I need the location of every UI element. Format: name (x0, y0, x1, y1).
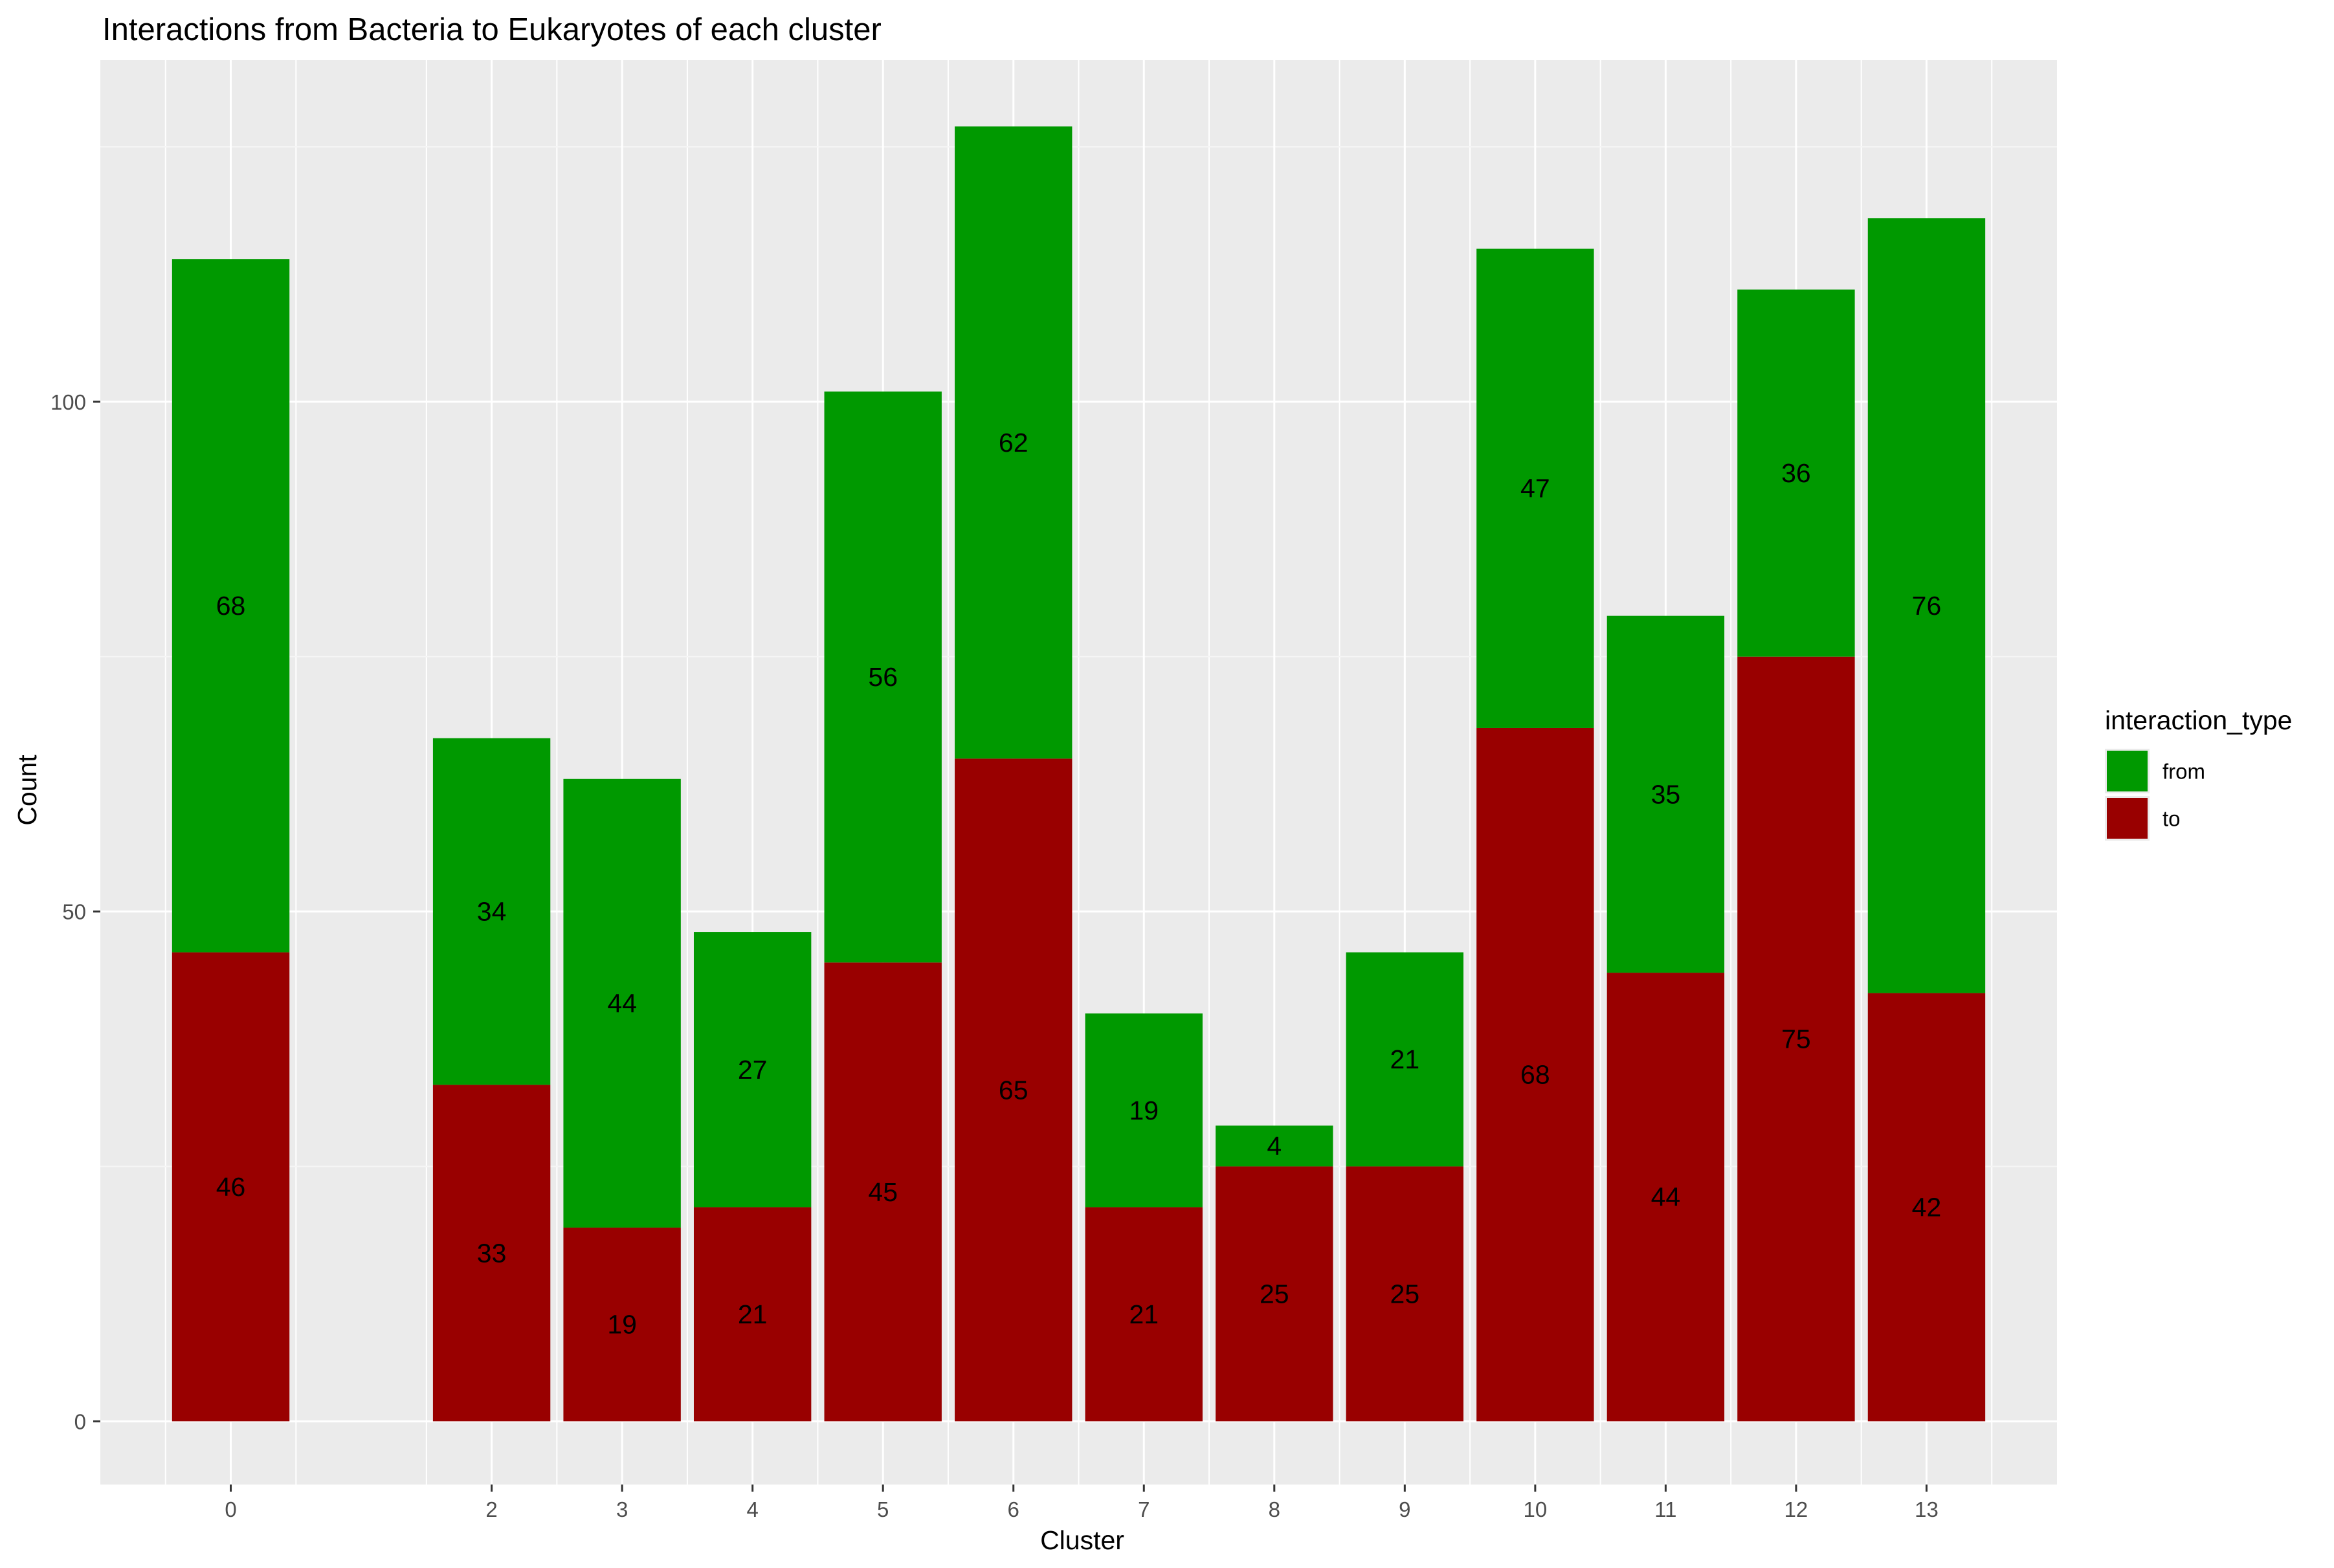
bar-label-from-cluster-9: 21 (1390, 1044, 1420, 1074)
bar-label-to-cluster-2: 33 (477, 1238, 507, 1268)
legend-label-to: to (2162, 807, 2181, 831)
bar-label-to-cluster-7: 21 (1129, 1299, 1159, 1329)
bar-from-cluster-2 (432, 738, 551, 1085)
bar-from-cluster-9 (1346, 952, 1464, 1167)
bar-to-cluster-0 (172, 952, 290, 1422)
bar-label-from-cluster-2: 34 (477, 897, 507, 927)
x-tick-label: 0 (225, 1497, 236, 1521)
bar-label-from-cluster-6: 62 (999, 428, 1028, 458)
bar-label-to-cluster-6: 65 (999, 1075, 1028, 1105)
bar-to-cluster-4 (693, 1207, 812, 1422)
bar-label-from-cluster-8: 4 (1267, 1131, 1282, 1161)
bar-label-to-cluster-5: 45 (868, 1177, 898, 1207)
bar-label-from-cluster-3: 44 (607, 988, 637, 1018)
bar-from-cluster-10 (1476, 248, 1594, 728)
x-tick-label: 10 (1524, 1497, 1548, 1521)
x-tick-label: 7 (1138, 1497, 1150, 1521)
bar-label-to-cluster-9: 25 (1390, 1279, 1420, 1309)
bar-label-to-cluster-13: 42 (1912, 1192, 1942, 1222)
x-tick-label: 4 (746, 1497, 758, 1521)
x-axis: 0 2 3 4 5 6 7 8 9 10 11 12 13 (225, 1485, 1939, 1521)
y-tick-label: 50 (62, 900, 86, 924)
bar-to-cluster-6 (955, 758, 1073, 1422)
bar-from-cluster-8 (1216, 1125, 1333, 1167)
bar-label-from-cluster-10: 47 (1520, 474, 1550, 503)
bar-from-cluster-11 (1606, 615, 1725, 973)
bar-from-cluster-6 (955, 126, 1073, 759)
bar-from-cluster-3 (563, 778, 681, 1228)
x-tick-label: 3 (616, 1497, 628, 1521)
bar-label-from-cluster-11: 35 (1651, 779, 1681, 809)
minor-gridlines (100, 60, 2057, 1485)
x-tick-label: 6 (1008, 1497, 1019, 1521)
x-tick-label: 12 (1784, 1497, 1808, 1521)
bar-to-cluster-7 (1085, 1207, 1203, 1422)
x-tick-label: 5 (877, 1497, 889, 1521)
bar-label-from-cluster-13: 76 (1912, 591, 1942, 621)
bar-value-labels: 46 68 33 34 19 44 21 27 45 56 65 62 21 19 25 4 25 21 68 47 4… (216, 428, 1942, 1340)
bar-label-to-cluster-10: 68 (1520, 1060, 1550, 1090)
bar-label-to-cluster-4: 21 (738, 1299, 768, 1329)
x-tick-label: 9 (1399, 1497, 1410, 1521)
bar-to-cluster-12 (1737, 656, 1855, 1422)
bar-to-cluster-5 (824, 962, 942, 1422)
x-tick-label: 11 (1654, 1497, 1676, 1521)
bar-to-cluster-11 (1606, 973, 1725, 1422)
bar-label-from-cluster-0: 68 (216, 591, 246, 621)
bar-from-cluster-0 (172, 259, 290, 953)
bar-label-from-cluster-12: 36 (1781, 458, 1811, 488)
legend-label-from: from (2162, 760, 2205, 784)
bar-to-cluster-2 (432, 1085, 551, 1422)
x-axis-label: Cluster (1040, 1525, 1124, 1555)
legend-items: from to (2105, 749, 2205, 841)
bar-label-from-cluster-4: 27 (738, 1055, 768, 1085)
bar-from-cluster-12 (1737, 289, 1855, 657)
y-axis-label: Count (12, 755, 42, 826)
bar-label-to-cluster-8: 25 (1260, 1279, 1289, 1309)
y-tick-label: 100 (50, 390, 86, 414)
bar-label-to-cluster-12: 75 (1781, 1024, 1811, 1054)
bar-label-to-cluster-3: 19 (607, 1310, 637, 1340)
bar-from-cluster-5 (824, 392, 942, 963)
bar-label-from-cluster-5: 56 (868, 662, 898, 692)
bar-to-cluster-8 (1216, 1166, 1333, 1422)
bar-from-cluster-7 (1085, 1013, 1203, 1208)
bars (172, 126, 1986, 1422)
x-tick-label: 8 (1269, 1497, 1280, 1521)
y-tick-label: 0 (74, 1409, 86, 1433)
bar-to-cluster-3 (563, 1227, 681, 1422)
bar-from-cluster-13 (1867, 218, 1986, 993)
bar-to-cluster-10 (1476, 727, 1594, 1422)
legend-key-from (2107, 751, 2148, 791)
y-axis: 0 50 100 (50, 390, 100, 1433)
legend: interaction_type from to (2105, 705, 2292, 841)
legend-key-to (2107, 798, 2148, 839)
bar-label-from-cluster-7: 19 (1129, 1096, 1159, 1125)
chart-title: Interactions from Bacteria to Eukaryotes… (102, 12, 882, 47)
x-tick-label: 2 (485, 1497, 497, 1521)
x-tick-label: 13 (1915, 1497, 1939, 1521)
bar-label-to-cluster-11: 44 (1651, 1182, 1681, 1212)
bar-from-cluster-4 (693, 932, 812, 1208)
bar-to-cluster-9 (1346, 1166, 1464, 1422)
legend-title: interaction_type (2105, 705, 2292, 735)
bar-to-cluster-13 (1867, 993, 1986, 1422)
bar-label-to-cluster-0: 46 (216, 1172, 246, 1202)
